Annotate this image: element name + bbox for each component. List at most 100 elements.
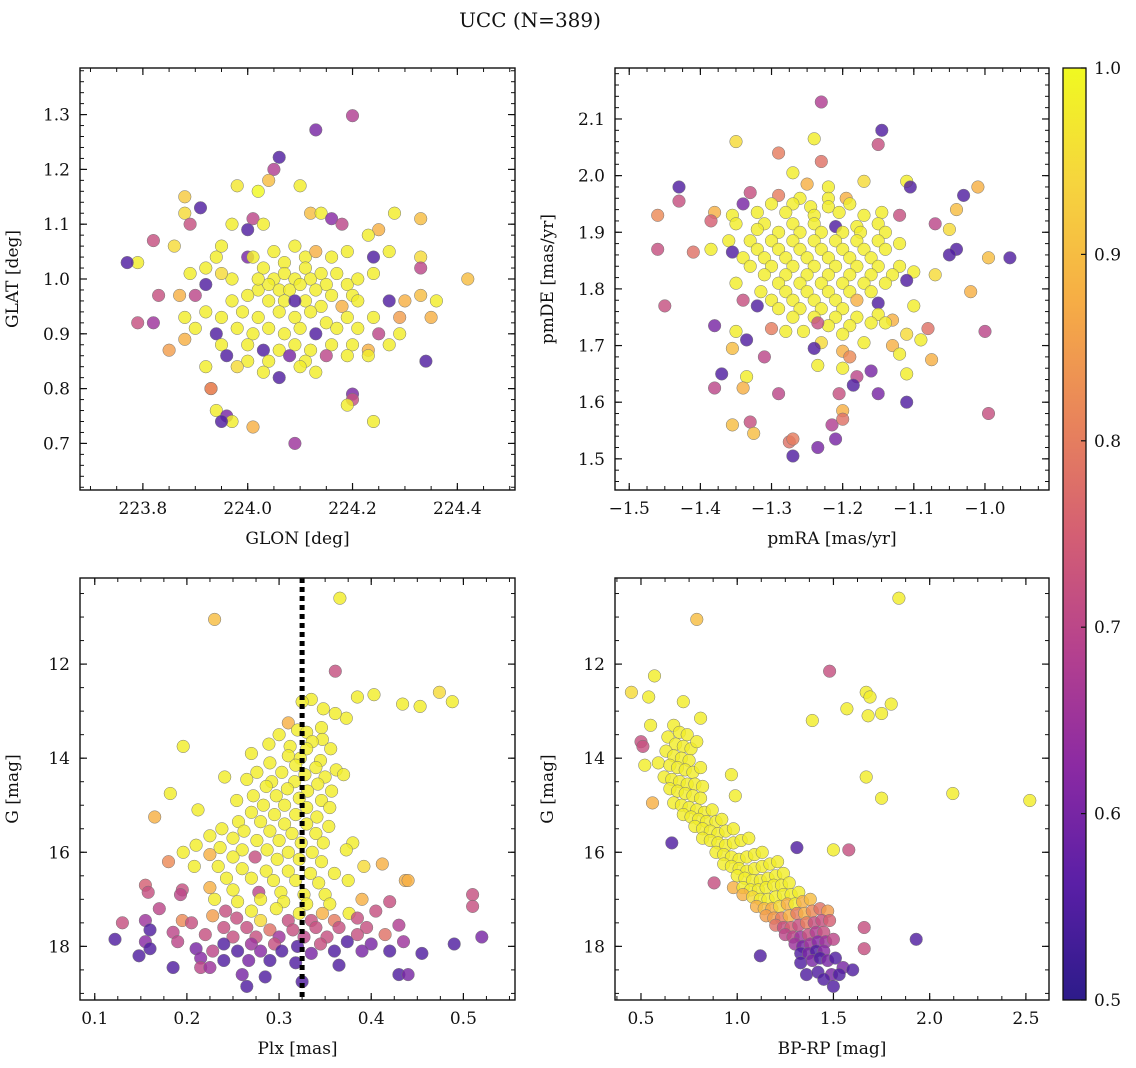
data-point <box>281 716 295 730</box>
data-point <box>850 310 864 324</box>
data-point <box>893 259 907 273</box>
data-point <box>829 310 843 324</box>
data-point <box>445 695 459 709</box>
data-point <box>277 266 291 281</box>
data-point <box>188 321 202 335</box>
data-point <box>981 406 996 421</box>
data-point <box>850 259 864 273</box>
data-point <box>725 341 739 355</box>
data-point <box>807 132 821 146</box>
data-point <box>231 895 245 909</box>
y-tick-label: 12 <box>583 655 605 675</box>
data-point <box>799 968 814 982</box>
data-point <box>225 217 239 231</box>
y-tick-label: 1.0 <box>43 270 70 290</box>
data-point <box>375 857 389 871</box>
data-point <box>814 276 828 290</box>
data-point <box>263 923 277 937</box>
data-point <box>826 932 840 946</box>
data-point <box>213 841 227 855</box>
colorbar-tick-label: 0.7 <box>1094 618 1121 638</box>
data-point <box>392 918 406 932</box>
data-point <box>814 154 828 169</box>
data-point <box>764 293 779 307</box>
data-point <box>843 285 857 299</box>
data-point <box>219 904 233 918</box>
data-point <box>262 294 276 308</box>
data-point <box>293 360 307 374</box>
data-point <box>793 276 807 290</box>
data-point <box>764 234 779 248</box>
data-point <box>226 930 240 944</box>
data-point <box>325 288 339 302</box>
data-point <box>248 850 262 864</box>
data-point <box>183 217 197 231</box>
data-point <box>357 859 371 873</box>
data-point <box>208 892 222 906</box>
data-point <box>163 786 177 801</box>
data-point <box>309 123 323 137</box>
data-point <box>230 911 244 925</box>
data-point <box>314 855 329 869</box>
data-point <box>286 923 300 937</box>
data-point <box>230 321 244 335</box>
y-tick-label: 12 <box>48 655 70 675</box>
data-point <box>262 277 276 292</box>
data-point <box>861 709 875 723</box>
data-point <box>704 214 718 228</box>
data-point <box>871 307 885 321</box>
data-point <box>754 285 768 299</box>
data-point <box>786 449 800 463</box>
x-tick-label: 0.4 <box>358 1009 385 1029</box>
y-tick-label: 1.9 <box>578 223 605 243</box>
data-point <box>269 902 283 916</box>
data-point <box>241 223 255 237</box>
y-tick-label: 16 <box>583 843 605 863</box>
data-point <box>152 288 166 302</box>
data-point <box>230 179 244 193</box>
data-point <box>325 212 339 226</box>
data-point <box>281 845 295 859</box>
data-point <box>772 302 786 316</box>
x-tick-label: 2.0 <box>916 1009 943 1029</box>
data-point <box>152 902 166 916</box>
data-point <box>658 299 672 313</box>
data-point <box>293 179 307 193</box>
data-point <box>240 772 254 786</box>
data-point <box>226 831 240 845</box>
data-point <box>214 266 229 281</box>
data-point <box>419 354 433 368</box>
data-point <box>757 251 771 265</box>
data-point <box>289 873 303 888</box>
data-point <box>272 150 286 164</box>
colorbar-gradient <box>1062 67 1087 1001</box>
data-point <box>715 812 729 826</box>
data-point <box>415 946 429 960</box>
data-point <box>246 212 260 226</box>
data-point <box>885 339 900 353</box>
data-point <box>254 892 268 906</box>
data-point <box>715 367 729 381</box>
y-tick-label: 18 <box>48 937 70 957</box>
x-tick-label: 0.5 <box>450 1009 477 1029</box>
data-point <box>871 259 885 273</box>
y-tick-label: 1.2 <box>43 160 70 180</box>
data-point <box>260 843 274 857</box>
data-point <box>367 688 381 702</box>
data-point <box>909 932 923 946</box>
data-point <box>278 817 292 831</box>
data-point <box>278 798 292 812</box>
data-point <box>1003 251 1017 265</box>
data-point <box>256 261 270 275</box>
data-point <box>188 288 202 302</box>
data-point <box>314 266 328 281</box>
data-point <box>173 288 187 302</box>
data-point <box>964 285 978 299</box>
data-point <box>272 728 286 742</box>
data-point <box>235 843 249 857</box>
scatter-panel-bprp-g: 0.5 1.0 1.5 2.0 2.5 12 14 16 18 BP-RP [mag] G [mag… <box>538 577 1050 1059</box>
y-axis-label: GLAT [deg] <box>3 230 23 328</box>
data-point <box>772 242 786 256</box>
data-point <box>724 768 738 782</box>
colorbar-tick-label: 0.6 <box>1094 805 1121 825</box>
